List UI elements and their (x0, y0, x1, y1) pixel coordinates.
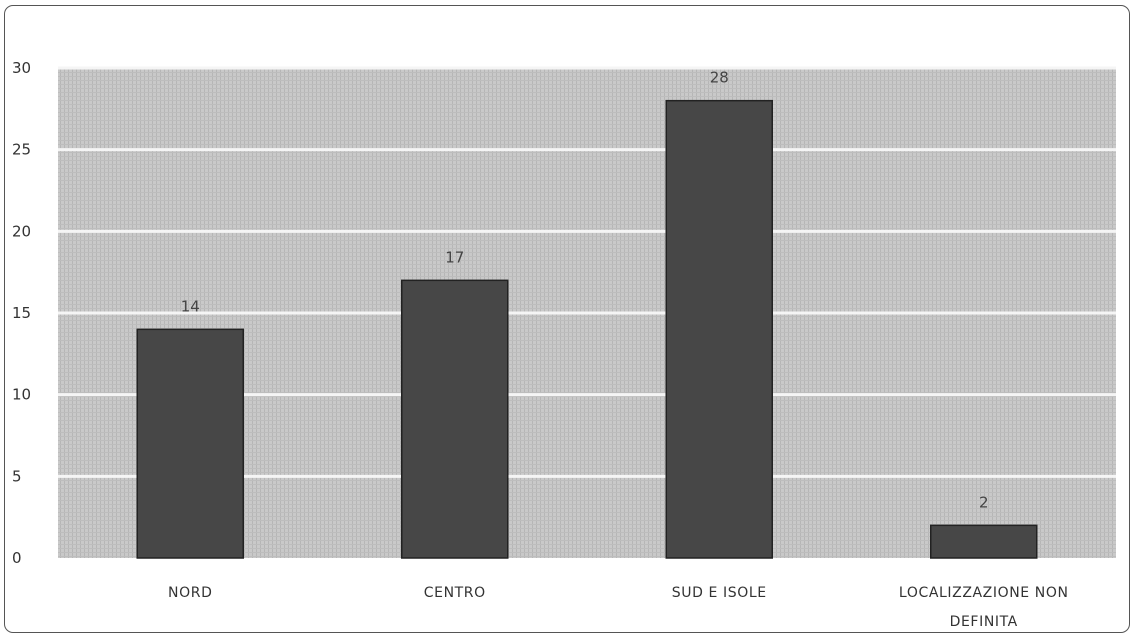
x-axis: NORD CENTRO SUD E ISOLE LOCALIZZAZIONE NON D… (168, 585, 1069, 630)
data-labels: 14 17 28 2 (181, 69, 989, 512)
data-label: 17 (445, 248, 464, 266)
x-tick-label: SUD E ISOLE (672, 585, 767, 601)
y-tick-label: 30 (12, 59, 31, 77)
bar (401, 279, 509, 559)
y-tick-label: 0 (12, 549, 22, 567)
data-label: 14 (181, 297, 200, 315)
bar (136, 328, 244, 559)
bars (136, 99, 1038, 559)
x-tick-label: CENTRO (424, 585, 486, 601)
y-tick-label: 10 (12, 386, 31, 404)
y-tick-label: 25 (12, 141, 31, 159)
y-tick-label: 5 (12, 467, 22, 485)
bar (665, 99, 773, 559)
data-label: 28 (710, 69, 729, 87)
bar (930, 524, 1038, 559)
data-label: 2 (979, 493, 989, 511)
x-tick-label: NORD (168, 585, 212, 601)
y-axis: 0 5 10 15 20 25 30 (12, 59, 31, 567)
y-tick-label: 20 (12, 222, 31, 240)
y-tick-label: 15 (12, 304, 31, 322)
x-tick-label: DEFINITA (950, 614, 1018, 630)
x-tick-label: LOCALIZZAZIONE NON (899, 585, 1069, 601)
